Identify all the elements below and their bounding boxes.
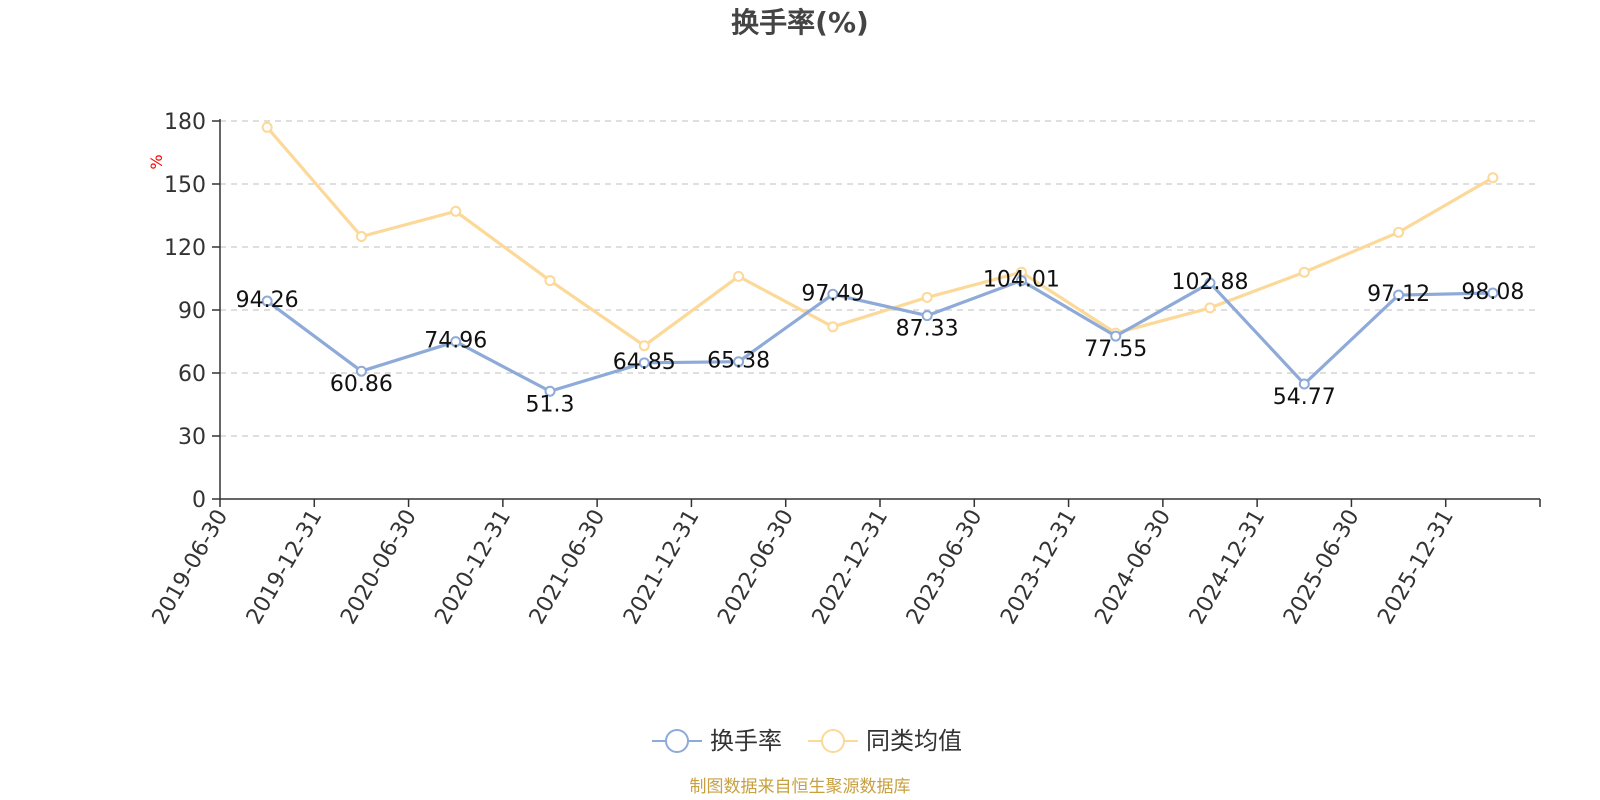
data-label: 54.77 [1273, 385, 1336, 410]
x-tick-label: 2023-12-31 [996, 506, 1082, 629]
data-point [1015, 275, 1027, 287]
x-tick-label: 2025-12-31 [1373, 506, 1459, 629]
x-tick-label: 2021-06-30 [525, 506, 611, 629]
data-point [450, 336, 462, 348]
series-lines [261, 121, 1499, 397]
x-tick-label: 2022-12-31 [808, 506, 894, 629]
y-tick-label: 90 [178, 299, 206, 324]
data-point [1487, 172, 1499, 184]
data-label: 51.3 [526, 392, 575, 417]
x-tick-label: 2019-12-31 [242, 506, 328, 629]
data-point [1204, 302, 1216, 314]
legend-marker [821, 729, 845, 753]
data-label: 65.38 [707, 349, 770, 374]
y-axis-ticks: 0 30 60 90 120 150 180 [164, 110, 206, 513]
data-label: 94.26 [236, 288, 299, 313]
legend-label: 换手率 [710, 727, 782, 755]
data-label: 64.85 [613, 350, 676, 375]
x-tick-label: 2024-12-31 [1185, 506, 1271, 629]
x-tick-label: 2019-06-30 [148, 506, 234, 629]
data-labels: 94.26 60.86 74.96 51.3 64.85 65.38 97.49 87.33 1… [236, 268, 1525, 418]
data-point [733, 356, 745, 368]
x-tick-label: 2021-12-31 [619, 506, 705, 629]
series-line-同类均值 [265, 126, 1494, 348]
y-tick-label: 30 [178, 425, 206, 450]
y-tick-label: 0 [192, 488, 206, 513]
x-tick-label: 2020-12-31 [430, 506, 516, 629]
data-label: 77.55 [1084, 337, 1147, 362]
data-point [638, 357, 650, 369]
data-point [921, 291, 933, 303]
x-tick-label: 2024-06-30 [1090, 506, 1176, 629]
y-tick-label: 120 [164, 236, 206, 261]
series-line-换手率 [266, 278, 1493, 393]
data-point [827, 321, 839, 333]
gridlines [220, 120, 1540, 437]
source-note: 制图数据来自恒生聚源数据库 [690, 777, 911, 797]
data-label: 98.08 [1461, 280, 1524, 305]
data-point [261, 121, 273, 133]
x-tick-label: 2022-06-30 [713, 506, 799, 629]
y-axis-label: % [147, 154, 166, 169]
data-point [544, 385, 556, 397]
data-label: 97.12 [1367, 282, 1430, 307]
data-point [1110, 330, 1122, 342]
data-label: 102.88 [1172, 270, 1249, 295]
legend: 换手率 同类均值 [652, 727, 962, 755]
data-point [355, 365, 367, 377]
x-tick-label: 2020-06-30 [336, 506, 422, 629]
data-point [261, 295, 273, 307]
data-point [1487, 287, 1499, 299]
chart-title: 换手率(%) [731, 6, 869, 39]
x-tick-label: 2023-06-30 [902, 506, 988, 629]
data-point [355, 231, 367, 242]
legend-label: 同类均值 [866, 727, 962, 755]
y-tick-label: 150 [164, 173, 206, 198]
axes [212, 119, 1541, 507]
x-axis-ticks: 2019-06-30 2019-12-31 2020-06-30 2020-12-31… [148, 506, 1459, 629]
data-point [450, 205, 462, 217]
legend-marker [665, 729, 689, 753]
data-point [1204, 277, 1216, 289]
data-point [1393, 226, 1405, 238]
data-point [921, 310, 933, 322]
data-point [1298, 266, 1310, 278]
data-point [544, 275, 556, 287]
data-point [638, 340, 650, 352]
data-label: 87.33 [896, 317, 959, 342]
data-label: 97.49 [801, 281, 864, 306]
y-tick-label: 60 [178, 362, 206, 387]
data-point [733, 270, 745, 282]
x-tick-label: 2025-06-30 [1279, 506, 1365, 629]
data-point [827, 288, 839, 300]
data-label: 60.86 [330, 372, 393, 397]
data-label: 74.96 [424, 329, 487, 354]
data-label: 104.01 [983, 268, 1060, 293]
y-tick-label: 180 [164, 110, 206, 135]
data-point [1298, 378, 1310, 390]
data-point [1393, 289, 1405, 301]
